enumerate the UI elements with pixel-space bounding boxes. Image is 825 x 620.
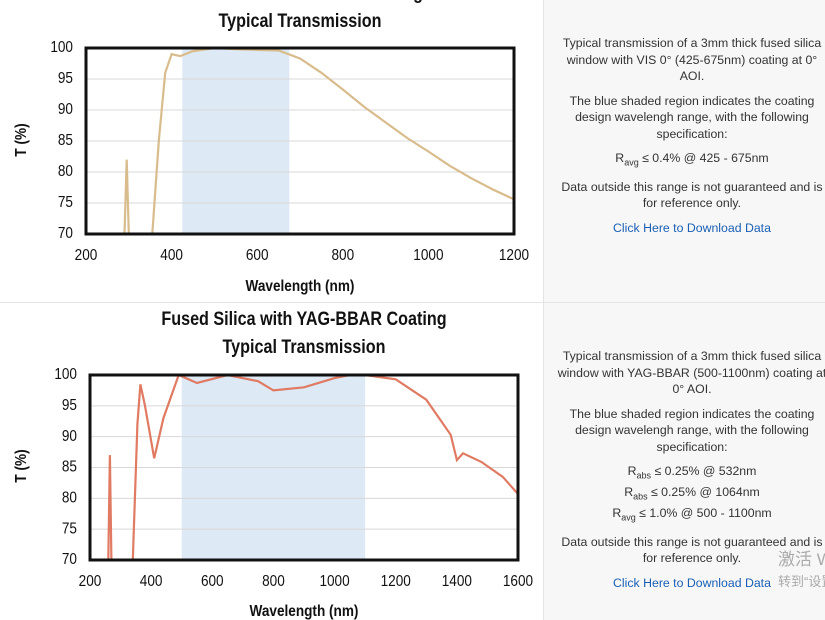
y-axis-label: T (%) (13, 123, 30, 156)
y-tick-label: 70 (62, 551, 77, 568)
description: Typical transmission of a 3mm thick fuse… (557, 349, 825, 396)
x-tick-label: 600 (201, 573, 224, 590)
spec-subscript: abs (633, 491, 648, 502)
y-tick-label: 75 (58, 194, 73, 211)
description: Typical transmission of a 3mm thick fuse… (562, 36, 822, 83)
x-tick-label: 1600 (503, 573, 533, 590)
spec-subscript: abs (636, 470, 652, 481)
plot-frame (84, 46, 516, 236)
spec-symbol: R (627, 464, 637, 478)
spec-symbol: R (615, 151, 625, 165)
divider (0, 302, 825, 303)
spec: Ravg ≤ 1.0% @ 500 - 1100nm (554, 505, 825, 526)
x-tick-label: 1200 (381, 573, 411, 590)
info-panel: Typical transmission of a 3mm thick fuse… (554, 35, 825, 236)
y-tick-label: 85 (62, 459, 77, 476)
chart-subtitle: Typical Transmission (223, 336, 386, 358)
y-tick-label: 75 (62, 520, 77, 537)
y-tick-label: 90 (62, 428, 77, 445)
panel-bg (543, 303, 825, 620)
x-tick-label: 1000 (319, 573, 349, 590)
disclaimer: Data outside this range is not guarantee… (561, 179, 823, 211)
y-tick-label: 100 (54, 366, 77, 383)
info-panel: Typical transmission of a 3mm thick fuse… (554, 348, 825, 591)
spec-list: Rabs ≤ 0.25% @ 532nm Rabs ≤ 0.25% @ 1064n… (554, 463, 825, 526)
y-tick-label: 85 (58, 132, 73, 149)
x-tick-label: 1000 (413, 247, 443, 264)
note: The blue shaded region indicates the coa… (569, 406, 815, 454)
x-tick-label: 600 (246, 247, 269, 264)
spec-text: ≤ 1.0% @ 500 - 1100nm (639, 505, 772, 520)
download-link[interactable]: Click Here to Download Data (613, 220, 771, 235)
spec-text: ≤ 0.25% @ 532nm (654, 464, 757, 478)
note: The blue shaded region indicates the coa… (569, 93, 815, 141)
x-tick-label: 800 (331, 247, 354, 264)
spec-symbol: R (624, 484, 634, 499)
chart-title: Fused Silica with YAG-BBAR Coating (161, 308, 446, 330)
spec-symbol: R (612, 505, 622, 520)
spec: Ravg ≤ 0.4% @ 425 - 675nm (554, 150, 825, 171)
spec-subscript: avg (621, 512, 636, 523)
x-tick-label: 400 (140, 573, 163, 590)
y-tick-label: 90 (58, 101, 73, 118)
y-tick-label: 95 (58, 70, 73, 87)
x-tick-label: 800 (262, 573, 285, 590)
x-axis-label: Wavelength (nm) (250, 603, 359, 620)
y-axis-label: T (%) (13, 449, 30, 482)
data-line (123, 46, 514, 234)
panel-bg (543, 0, 825, 302)
spec-text: ≤ 0.25% @ 1064nm (651, 484, 760, 499)
plot-frame (88, 373, 520, 562)
y-tick-label: 100 (50, 39, 73, 56)
x-tick-label: 200 (79, 573, 102, 590)
spec: Rabs ≤ 0.25% @ 1064nm (554, 484, 825, 505)
spec-subscript: avg (624, 157, 639, 168)
chart-title: Fused Silica with VIS 0° Coating (177, 0, 423, 3)
y-tick-label: 95 (62, 397, 77, 414)
watermark: 激活 Windows (778, 550, 825, 569)
x-axis-label: Wavelength (nm) (246, 278, 355, 295)
y-tick-label: 80 (62, 490, 77, 507)
charts: Fused Silica with VIS 0° Coating Typical … (13, 0, 533, 620)
download-link[interactable]: Click Here to Download Data (613, 575, 771, 590)
spec: Rabs ≤ 0.25% @ 532nm (554, 463, 825, 484)
spec-text: ≤ 0.4% @ 425 - 675nm (642, 151, 769, 165)
x-tick-label: 1200 (499, 247, 529, 264)
data-line (107, 373, 518, 560)
disclaimer: Data outside this range is not guarantee… (561, 534, 823, 566)
x-tick-label: 200 (75, 247, 98, 264)
y-tick-label: 70 (58, 225, 73, 242)
x-tick-label: 1400 (442, 573, 472, 590)
spec-list: Ravg ≤ 0.4% @ 425 - 675nm (554, 150, 825, 171)
y-tick-label: 80 (58, 163, 73, 180)
x-tick-label: 400 (160, 247, 183, 264)
watermark: 转到“设置”以激活 Windows。 (778, 574, 825, 589)
chart-subtitle: Typical Transmission (219, 10, 382, 32)
